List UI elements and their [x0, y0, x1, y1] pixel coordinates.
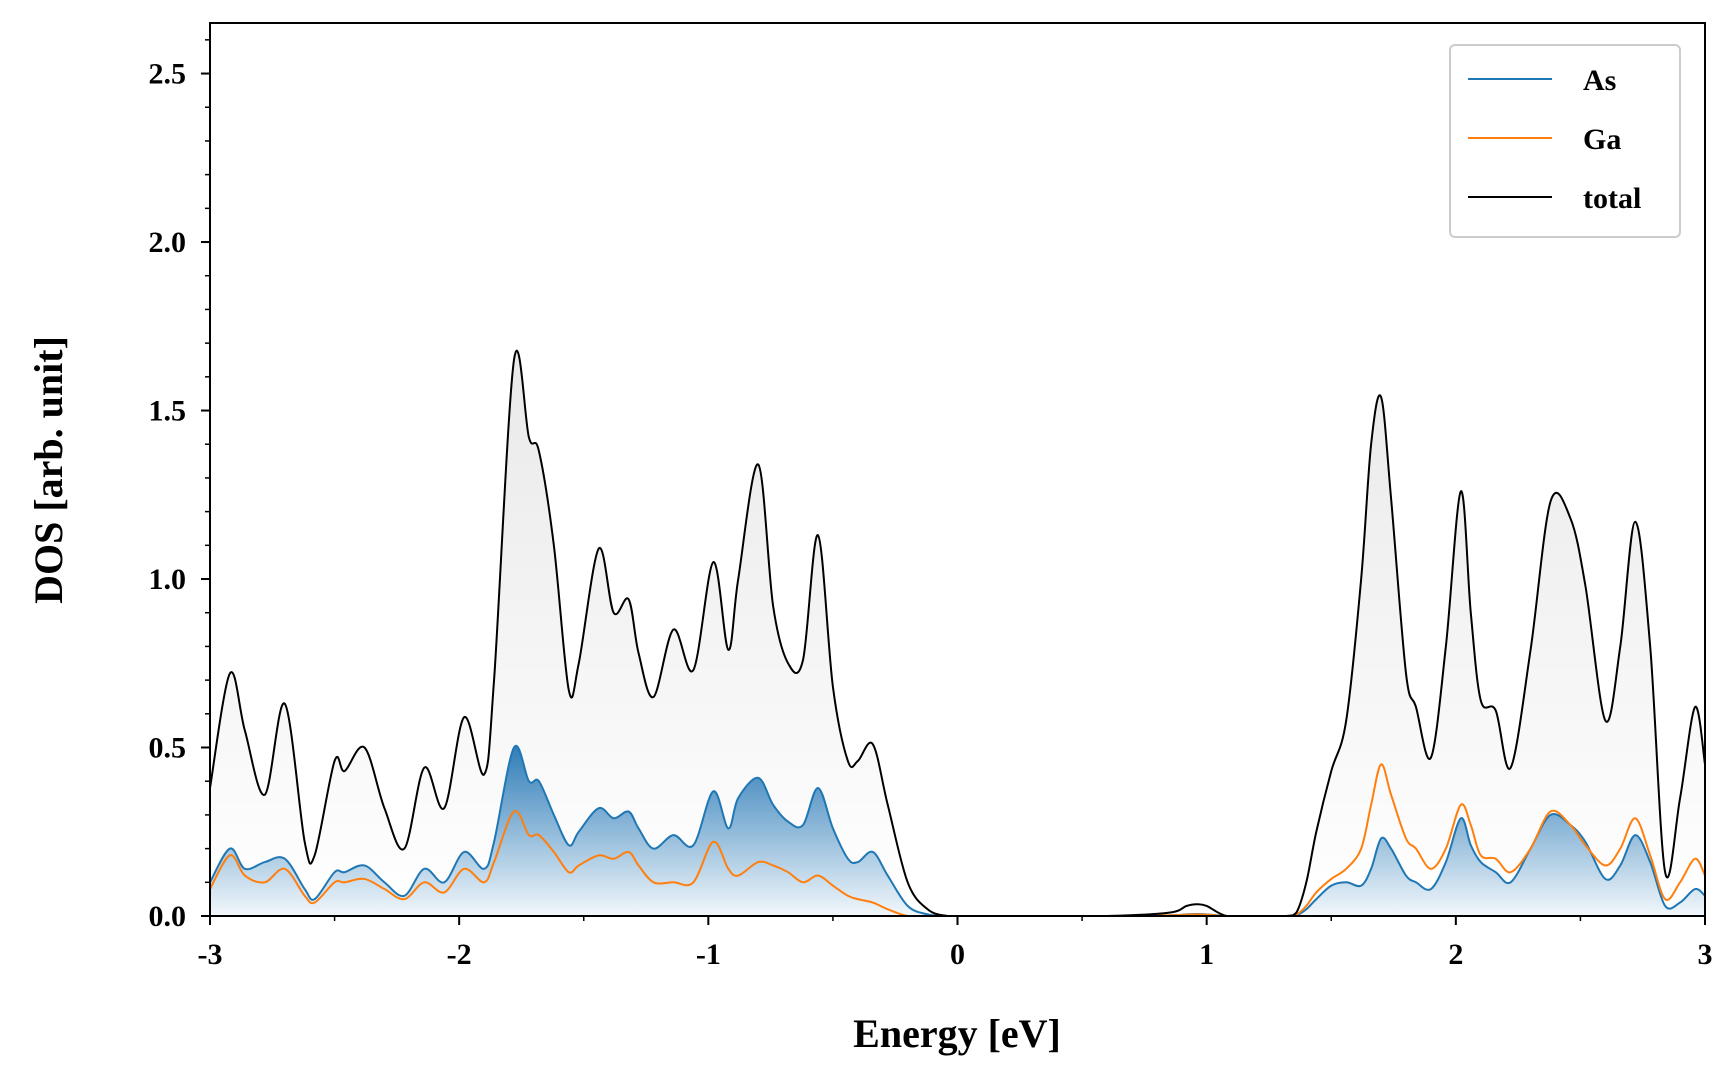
- as-dos-line: [210, 744, 1705, 916]
- y-tick-label: 2.5: [149, 58, 187, 91]
- legend-label-as: As: [1583, 64, 1616, 97]
- x-tick-label: 1: [1199, 938, 1214, 971]
- y-tick-label: 1.5: [149, 395, 187, 428]
- y-tick-label: 2.0: [149, 226, 187, 259]
- y-tick-label: 0.0: [149, 900, 187, 933]
- legend-box: [1449, 44, 1681, 238]
- plot-area: [210, 349, 1705, 916]
- x-tick-label: -2: [447, 938, 472, 971]
- y-tick-label: 1.0: [149, 563, 187, 596]
- legend-label-total: total: [1583, 182, 1641, 215]
- y-tick-label: 0.5: [149, 732, 187, 765]
- x-tick-label: 0: [950, 938, 965, 971]
- total-dos-line: [210, 349, 1705, 916]
- x-tick-label: -3: [198, 938, 223, 971]
- legend: As Ga total: [1449, 44, 1681, 238]
- y-axis-ticks: 0.0 0.5 1.0 1.5 2.0 2.5: [149, 39, 210, 933]
- x-axis-label: Energy [eV]: [853, 1011, 1061, 1056]
- x-tick-label: -1: [696, 938, 721, 971]
- x-axis-ticks: -3 -2 -1 0 1 2 3: [198, 916, 1713, 971]
- total-dos-fill: [210, 350, 1705, 916]
- x-tick-label: 3: [1698, 938, 1713, 971]
- as-dos-fill: [210, 745, 1705, 916]
- x-tick-label: 2: [1448, 938, 1463, 971]
- ga-dos-line: [210, 763, 1705, 916]
- legend-label-ga: Ga: [1583, 123, 1621, 156]
- y-axis-label: DOS [arb. unit]: [26, 336, 71, 604]
